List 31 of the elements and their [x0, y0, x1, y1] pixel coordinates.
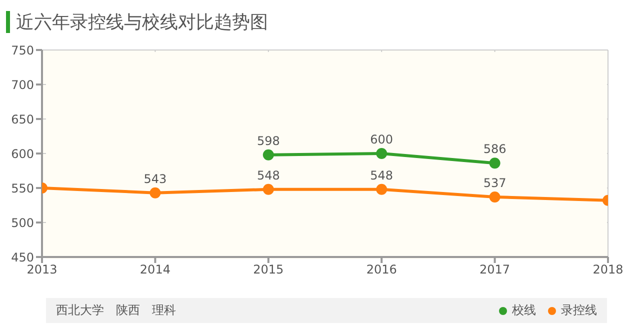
data-label: 548: [370, 168, 394, 182]
y-tick-label: 450: [11, 250, 34, 264]
point: [262, 149, 274, 160]
y-tick-label: 650: [11, 112, 34, 126]
y-tick-label: 600: [11, 146, 34, 161]
point: [262, 184, 274, 195]
point: [376, 184, 388, 195]
data-label: 586: [483, 142, 506, 156]
chart-title: 近六年录控线与校线对比趋势图: [16, 11, 268, 34]
legend-label: 校线: [511, 302, 536, 319]
x-tick-label: 2016: [366, 262, 397, 277]
legend-label: 录控线: [560, 302, 597, 319]
text: 西北大学 陕西 理科: [56, 303, 176, 317]
point: [489, 158, 500, 169]
x-tick-label: 2015: [253, 262, 284, 277]
x-tick-label: 2014: [140, 262, 170, 277]
point: [376, 148, 388, 159]
data-label: 598: [256, 134, 280, 148]
point: [150, 187, 161, 198]
y-tick-label: 700: [11, 78, 34, 92]
x-tick-label: 2013: [26, 262, 58, 277]
data-label: 537: [483, 176, 506, 190]
y-tick-label: 550: [11, 181, 34, 196]
data-label: 543: [144, 172, 167, 186]
point: [489, 191, 500, 202]
x-tick-label: 2017: [480, 262, 510, 277]
y-tick-label: 750: [11, 43, 34, 58]
x-tick-label: 2018: [592, 262, 624, 277]
data-label: 548: [256, 168, 280, 182]
data-label: 600: [370, 132, 394, 146]
y-tick-label: 500: [11, 216, 34, 230]
